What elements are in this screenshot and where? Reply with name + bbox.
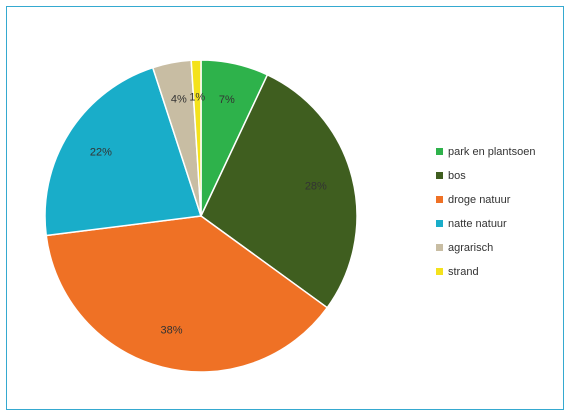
slice-label-park-en-plantsoen: 7% (219, 94, 235, 106)
legend-swatch-agrarisch (436, 244, 443, 251)
slice-labels: 7% 28% 38% 22% 4% 1% (90, 91, 327, 336)
legend: park en plantsoen bos droge natuur natte na… (436, 146, 535, 278)
legend-label-droge-natuur: droge natuur (448, 194, 511, 206)
legend-swatch-strand (436, 268, 443, 275)
slice-label-droge-natuur: 38% (160, 325, 182, 337)
slice-label-bos: 28% (305, 180, 327, 192)
legend-label-park-en-plantsoen: park en plantsoen (448, 146, 535, 158)
legend-label-bos: bos (448, 170, 466, 182)
slice-label-strand: 1% (189, 91, 205, 103)
pie-slices (44, 59, 358, 373)
legend-label-strand: strand (448, 266, 479, 278)
legend-swatch-bos (436, 172, 443, 179)
slice-label-natte-natuur: 22% (90, 146, 112, 158)
pie-slice-natte-natuur (44, 66, 202, 237)
legend-swatch-natte-natuur (436, 220, 443, 227)
legend-swatch-park-en-plantsoen (436, 148, 443, 155)
pie-slice-droge-natuur (45, 215, 329, 373)
slice-label-agrarisch: 4% (171, 93, 187, 105)
pie-slice-bos (200, 73, 358, 309)
pie-slice-strand (190, 59, 202, 217)
legend-swatch-droge-natuur (436, 196, 443, 203)
legend-label-agrarisch: agrarisch (448, 242, 493, 254)
legend-label-natte-natuur: natte natuur (448, 218, 507, 230)
